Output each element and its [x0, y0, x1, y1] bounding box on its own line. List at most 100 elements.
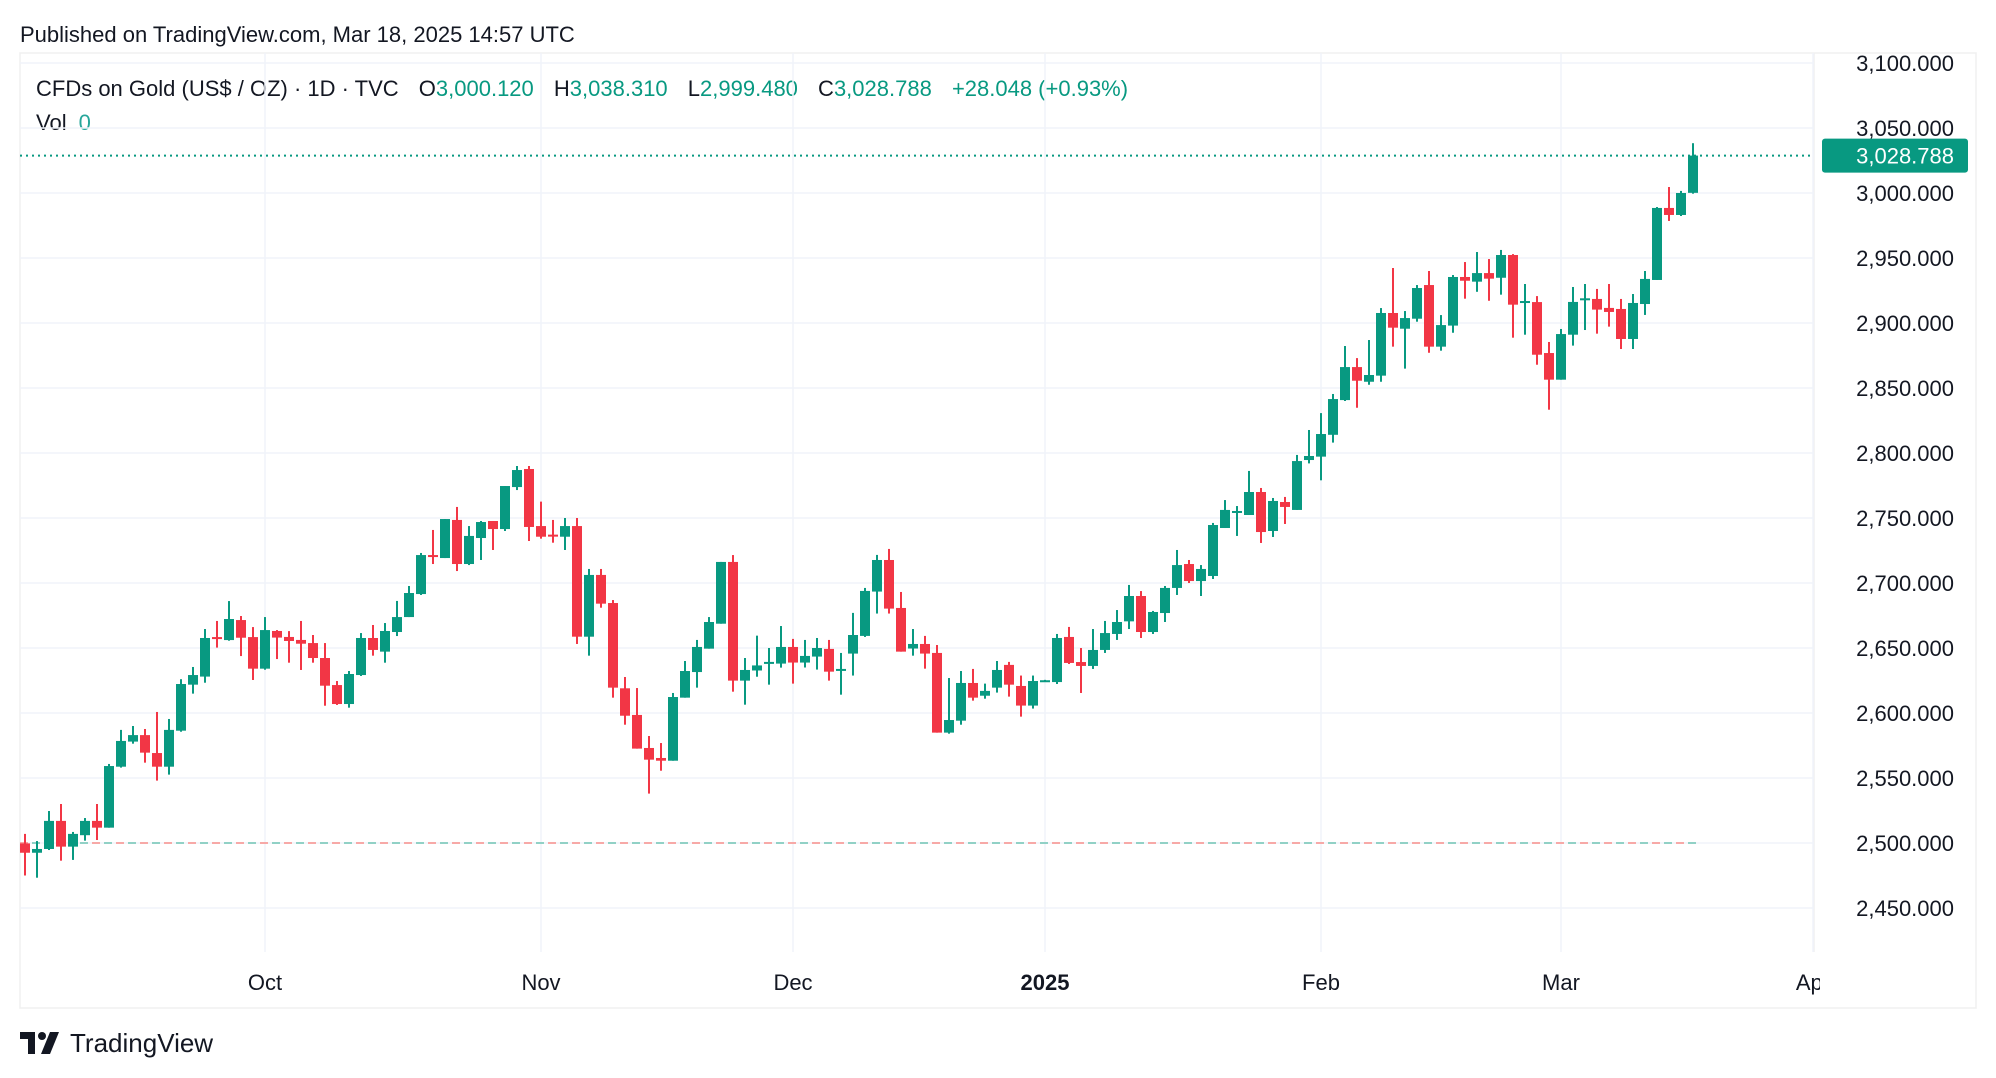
candle-body — [1472, 273, 1482, 282]
candle-wick — [780, 626, 782, 668]
candle — [92, 804, 102, 841]
candle-body — [104, 766, 114, 828]
candle — [1676, 190, 1686, 217]
candle — [1124, 584, 1134, 630]
candle-body — [152, 753, 162, 767]
candle-body — [1124, 596, 1134, 622]
candle-body — [416, 555, 426, 595]
price-axis[interactable]: 3,100.000 3,050.000 3,000.000 2,950.000 2,90… — [1856, 51, 1954, 921]
last-price-label: 3,028.788 — [1856, 144, 1954, 169]
candle — [968, 668, 978, 701]
candle-wick — [1476, 252, 1478, 292]
price-tick-label: 2,600.000 — [1856, 701, 1954, 726]
candle — [1388, 268, 1398, 347]
candle — [1208, 522, 1218, 579]
candle-body — [1568, 301, 1578, 335]
candle-body — [560, 526, 570, 537]
candle-wick — [756, 635, 758, 677]
candle-body — [1496, 255, 1506, 278]
candle — [1076, 648, 1086, 693]
time-axis[interactable]: Oct Nov Dec 2025 Feb Mar Apr — [248, 970, 1830, 995]
close-label: C — [818, 76, 834, 101]
candle-body — [80, 820, 90, 836]
candle — [692, 639, 702, 688]
candle-body — [260, 630, 270, 669]
candle — [908, 629, 918, 656]
candle — [1580, 284, 1590, 331]
candle-body — [584, 574, 594, 637]
chart-frame — [19, 52, 1977, 1009]
candle — [1520, 284, 1530, 335]
candle-wick — [276, 630, 278, 660]
open-value: 3,000.120 — [435, 76, 534, 101]
candle-body — [488, 520, 498, 530]
candle-body — [392, 617, 402, 633]
candle-wick — [1608, 284, 1610, 327]
candle — [740, 658, 750, 705]
candle-body — [1640, 278, 1650, 305]
price-tick-label: 2,850.000 — [1856, 376, 1954, 401]
candle-body — [1388, 312, 1398, 328]
candle — [1544, 341, 1554, 410]
candle-body — [464, 535, 474, 565]
candle — [548, 519, 558, 543]
candle-wick — [24, 833, 26, 876]
candle-body — [812, 648, 822, 657]
price-tick-label: 2,500.000 — [1856, 831, 1954, 856]
candle-body — [1460, 276, 1470, 281]
candle — [824, 639, 834, 681]
candle — [932, 645, 942, 733]
candle-body — [1400, 318, 1410, 329]
candle — [656, 743, 666, 771]
candle — [1484, 259, 1494, 301]
candle-body — [56, 820, 66, 847]
candle-body — [740, 669, 750, 681]
candle-body — [224, 619, 234, 641]
logo-text: TradingView — [70, 1027, 214, 1058]
candle — [1328, 393, 1338, 443]
candle-body — [1256, 492, 1266, 533]
candle-body — [1688, 155, 1698, 193]
candle — [104, 763, 114, 828]
candle-body — [860, 590, 870, 636]
candle — [428, 529, 438, 565]
candle-body — [200, 637, 210, 677]
candle-body — [1424, 285, 1434, 347]
candle-body — [752, 665, 762, 671]
candle — [440, 519, 450, 559]
candle-body — [1520, 301, 1530, 304]
candle — [788, 638, 798, 684]
candle — [1448, 275, 1458, 333]
candle-wick — [1488, 259, 1490, 301]
candle — [956, 671, 966, 725]
candle-body — [116, 740, 126, 767]
candle — [1592, 288, 1602, 334]
candle-body — [296, 639, 306, 644]
candle — [920, 635, 930, 669]
candle — [980, 683, 990, 699]
candle-body — [956, 682, 966, 721]
candle — [512, 466, 522, 491]
gridlines — [20, 53, 1814, 952]
candle-body — [452, 519, 462, 565]
candle — [392, 600, 402, 637]
candle — [272, 630, 282, 660]
candle-body — [164, 729, 174, 767]
candle — [500, 486, 510, 531]
candle-body — [308, 643, 318, 659]
candle — [344, 671, 354, 708]
candle-body — [1304, 455, 1314, 461]
candle-body — [428, 555, 438, 558]
candle — [1280, 496, 1290, 524]
candle — [1172, 549, 1182, 595]
candle — [584, 568, 594, 656]
candle-wick — [216, 620, 218, 648]
candle-body — [1616, 308, 1626, 339]
candle-body — [188, 675, 198, 685]
candle-body — [980, 690, 990, 696]
candle-wick — [1284, 496, 1286, 524]
candle — [176, 679, 186, 732]
tradingview-logo[interactable]: TradingView — [20, 1028, 213, 1058]
candle-body — [1352, 367, 1362, 381]
